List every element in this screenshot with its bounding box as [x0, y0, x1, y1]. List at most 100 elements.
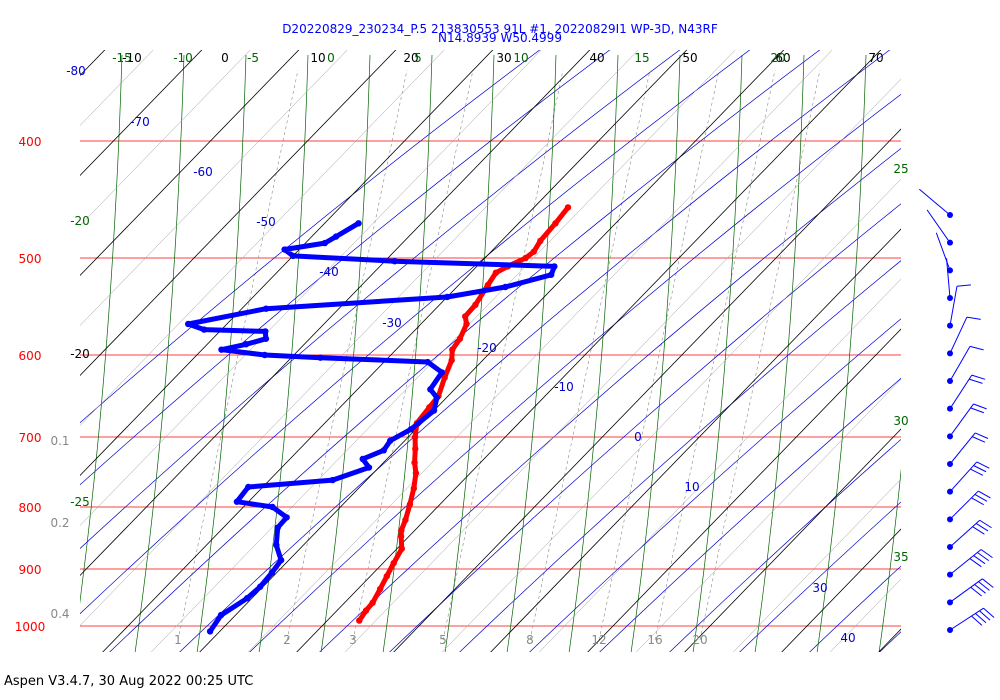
dewpoint-point: [365, 464, 373, 471]
chart-title-line2: N14.8939 W50.4999: [438, 31, 562, 45]
dry-adiabat-label: -70: [130, 115, 150, 129]
wind-barb-flag: [971, 374, 986, 380]
wind-barb: [947, 345, 984, 384]
temperature-point: [398, 526, 405, 534]
temperature-point: [426, 404, 433, 411]
wind-barb-flag: [983, 607, 995, 618]
wind-barb-flag: [969, 558, 982, 568]
dewpoint-point: [262, 335, 270, 342]
mixing-ratio-label: 12: [591, 633, 606, 647]
mixing-ratio-layer: [177, 69, 821, 641]
moist-adiabat-line: [568, 54, 619, 652]
isotherm-minor-line: [150, 50, 736, 652]
temperature-point: [484, 281, 492, 289]
wind-barb: [947, 316, 981, 357]
dry-adiabat-line: [599, 377, 901, 652]
wind-barb-station: [947, 405, 953, 412]
wind-barb-shaft: [949, 578, 983, 603]
dewpoint-point: [329, 476, 336, 484]
isotherm-line: [296, 50, 882, 652]
isotherm-minor-line: [829, 578, 901, 652]
dry-adiabat-line: [529, 318, 901, 652]
moist-adiabat-line: [80, 54, 123, 604]
moist-adiabat-label: -10: [173, 51, 193, 65]
dry-adiabat-line: [389, 203, 901, 652]
moist-adiabat-line: [444, 54, 495, 652]
mixing-ratio-line: [286, 69, 408, 641]
wind-barb-flag: [974, 432, 989, 439]
wind-barb-flag: [971, 615, 983, 626]
moist-adiabat-line: [754, 54, 805, 652]
dry-adiabat-line: [249, 93, 901, 652]
temperature-point: [406, 501, 414, 508]
temperature-point: [412, 469, 420, 477]
dewpoint-point: [321, 239, 329, 247]
wind-barb-station: [947, 295, 953, 301]
temperature-profile-line: [356, 204, 571, 624]
pressure-label: 1000: [15, 620, 46, 634]
dry-adiabat-label: 0: [634, 430, 642, 444]
wind-barb-station: [947, 267, 953, 274]
wind-barb-flag: [982, 578, 994, 588]
wind-barb-flag: [969, 378, 983, 384]
moist-adiabat-label: 10: [513, 51, 528, 65]
temperature-point: [472, 301, 479, 309]
wind-barb: [947, 284, 971, 329]
wind-barb-flag: [971, 436, 986, 443]
wind-barb-flag: [976, 461, 990, 469]
dewpoint-point: [218, 346, 225, 353]
wind-barb-flag: [974, 494, 988, 502]
temperature-point: [461, 313, 469, 320]
dry-adiabat-label: -10: [554, 380, 574, 394]
wind-barb-flag: [956, 284, 971, 287]
dewpoint-point: [424, 358, 431, 366]
pressure-label: 400: [19, 135, 42, 149]
temperature-point: [411, 459, 418, 466]
temperature-point: [456, 335, 464, 342]
dry-adiabat-line: [80, 50, 751, 615]
isotherm-minor-line: [441, 178, 901, 652]
temperature-point: [376, 585, 384, 593]
dewpoint-point: [332, 233, 340, 240]
dewpoint-point: [443, 293, 451, 301]
dry-adiabat-label: -20: [477, 341, 497, 355]
isotherm-line: [102, 50, 688, 652]
isotherm-line: [80, 50, 494, 477]
temperature-point: [492, 269, 500, 276]
dewpoint-point: [407, 426, 415, 433]
isotherm-line: [80, 50, 591, 577]
mixing-ratio-line: [529, 69, 651, 641]
temperature-point: [362, 607, 370, 614]
isotherm-line: [684, 428, 901, 652]
wind-barb-flag: [972, 526, 985, 535]
temperature-point: [383, 572, 391, 580]
wind-barb-layer: [919, 188, 995, 633]
isotherm-line: [490, 228, 901, 652]
temperature-point: [411, 433, 419, 441]
wind-barb: [947, 578, 994, 606]
isotherm-minor-line: [0, 0, 8, 700]
temperature-point: [410, 485, 418, 492]
isotherm-line: [587, 328, 901, 652]
wind-barb-station: [947, 599, 953, 606]
wind-barb-station: [947, 322, 953, 329]
moist-adiabat-label: -15: [112, 51, 132, 65]
mixing-ratio-label: 5: [439, 633, 447, 647]
mixing-ratio-label: 2: [283, 633, 291, 647]
moist-adiabat-label: -25: [70, 495, 90, 509]
mixing-ratio-label: 20: [692, 633, 707, 647]
wind-barb-station: [947, 378, 953, 384]
dewpoint-point: [430, 407, 438, 414]
wind-barb-shaft: [949, 346, 971, 382]
isotherm-line: [80, 50, 300, 277]
dewpoint-point: [547, 271, 555, 278]
wind-barb: [947, 432, 989, 467]
wind-barb-station: [947, 212, 953, 218]
dewpoint-point: [242, 341, 250, 348]
wind-barb-flag: [979, 519, 992, 529]
dewpoint-point: [438, 369, 446, 376]
isotherm-label: -10: [122, 51, 142, 65]
dry-adiabat-line: [109, 50, 821, 652]
mixing-ratio-label: 1: [174, 633, 182, 647]
